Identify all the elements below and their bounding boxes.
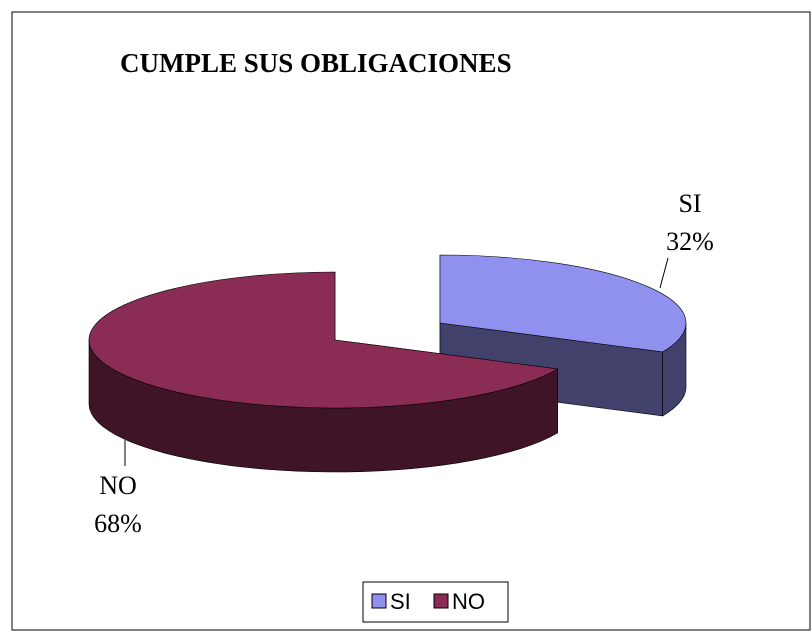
chart-title: CUMPLE SUS OBLIGACIONES [120,48,512,78]
data-label: 32% [666,227,714,256]
legend-label: NO [452,589,485,614]
slice [439,254,687,353]
legend-marker [433,593,449,609]
legend-label: SI [390,589,411,614]
slice [88,271,559,409]
legend-marker [371,593,387,609]
data-label: 68% [94,509,142,538]
data-label-category: SI [678,189,701,218]
data-label-category: NO [99,471,137,500]
leader-line [659,257,669,289]
